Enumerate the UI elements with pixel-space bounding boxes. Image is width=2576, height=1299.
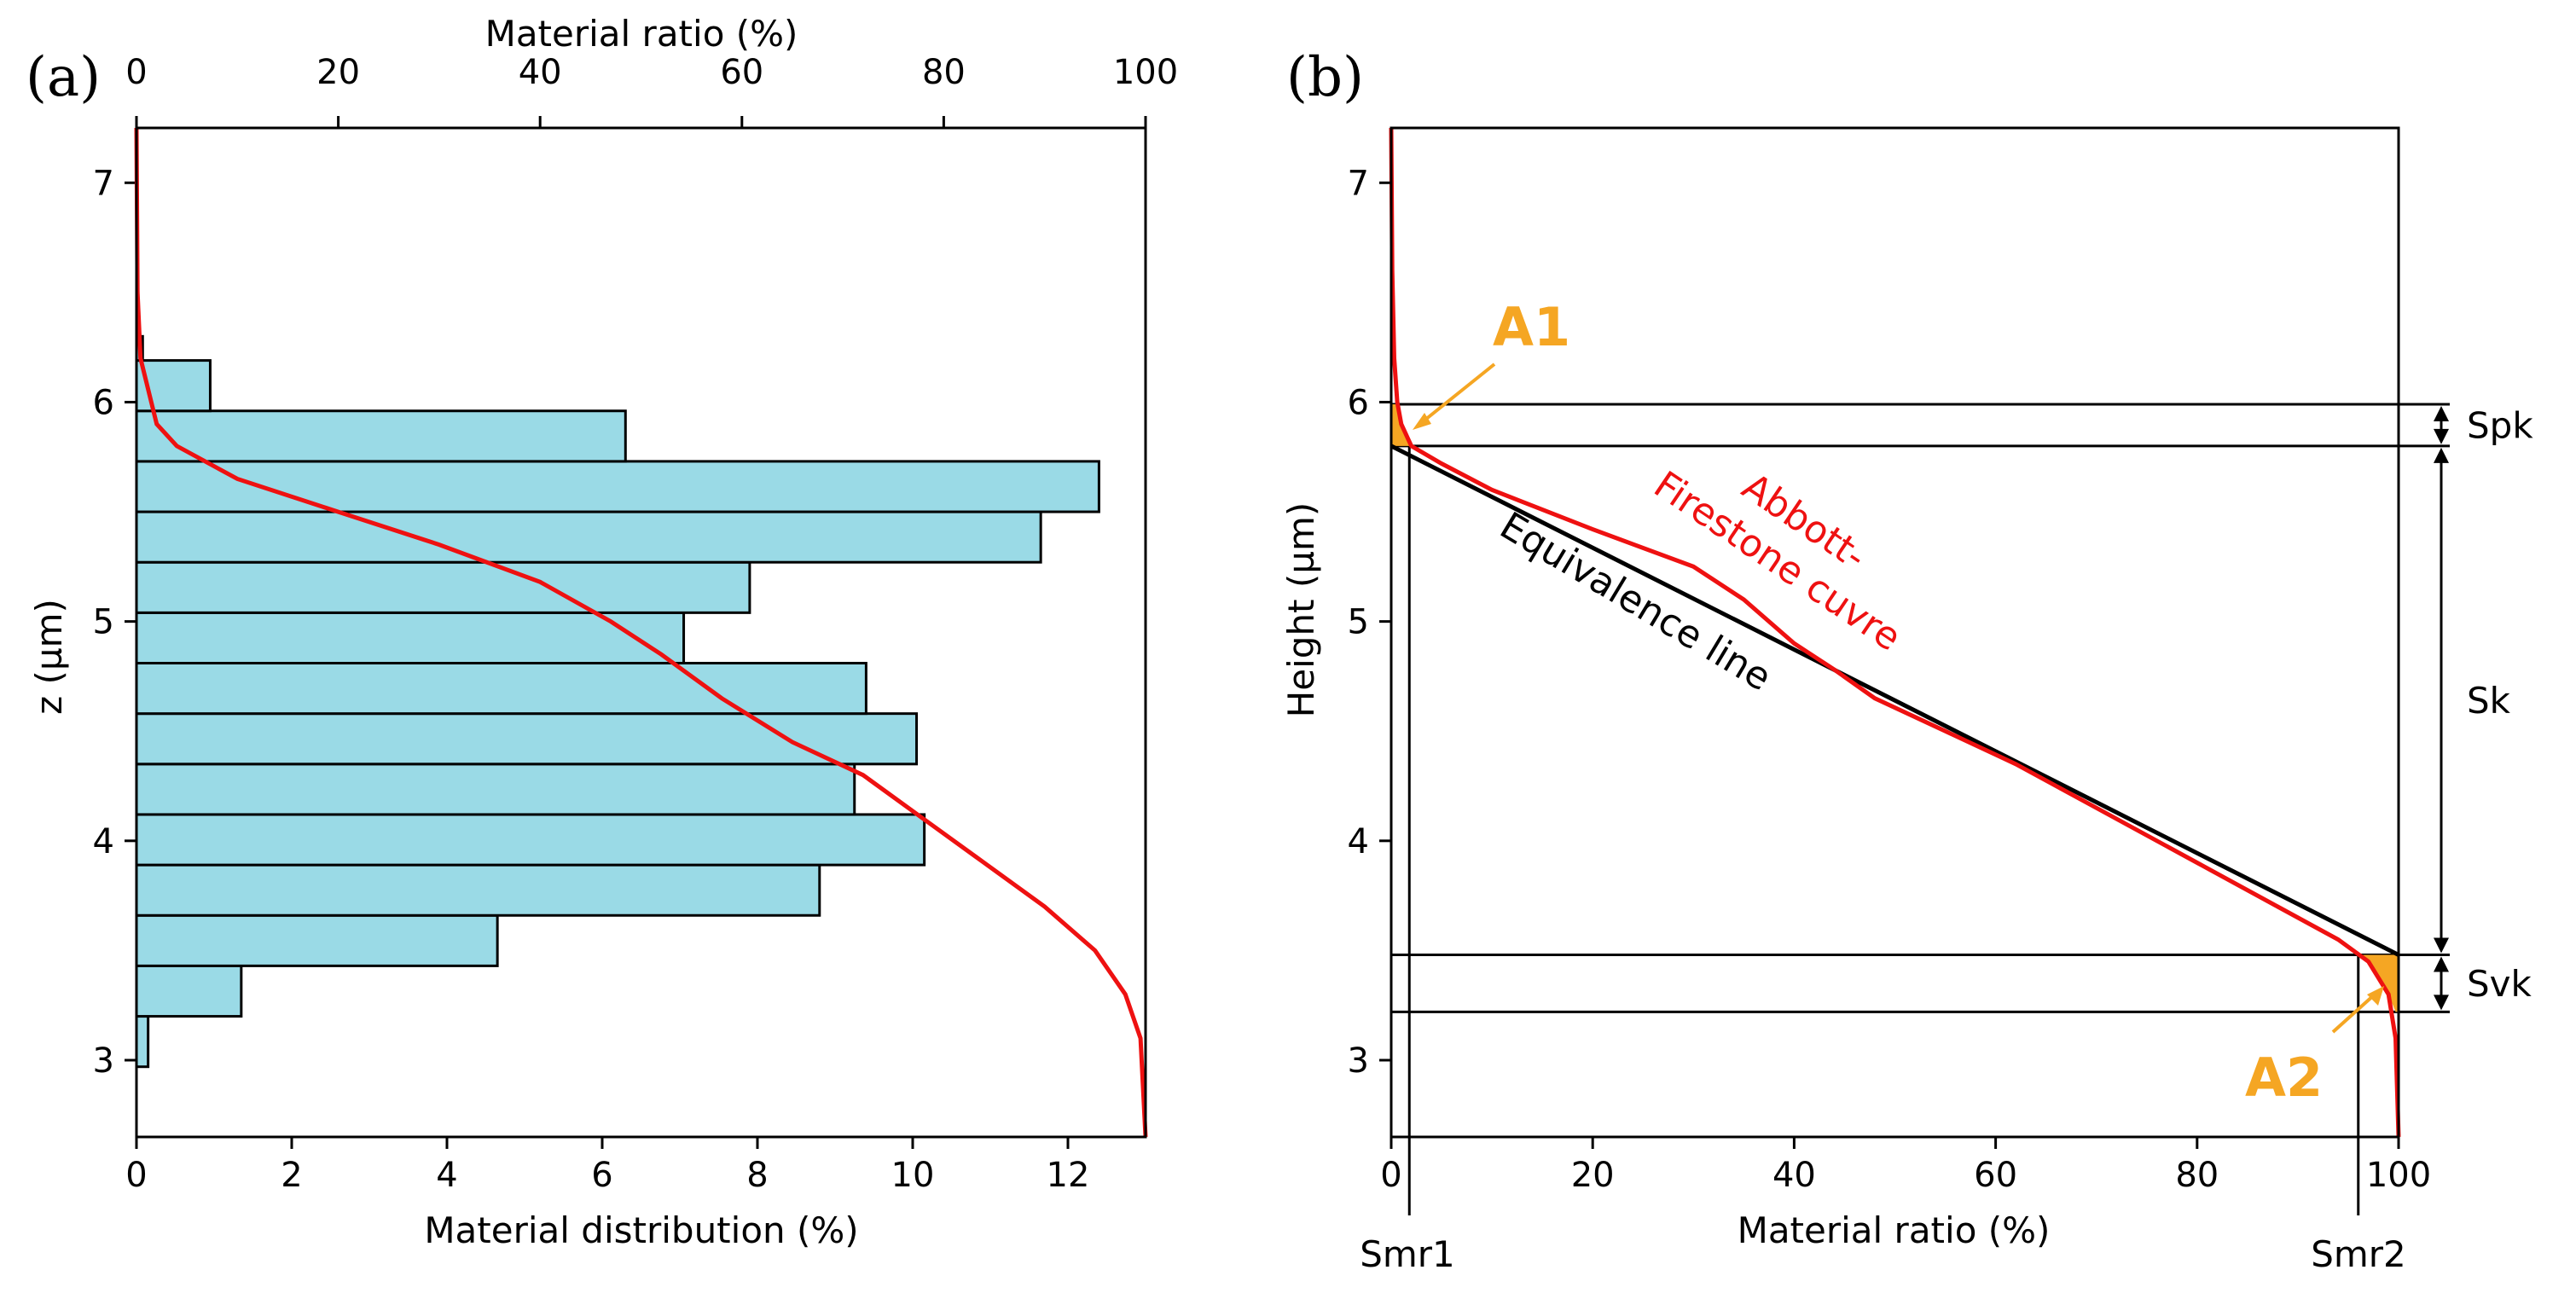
y-tick-label-3: 6 xyxy=(93,383,114,422)
x-tick-label-1: 2 xyxy=(281,1156,302,1195)
bar-7 xyxy=(135,662,867,716)
panel-b-xlabel: Material ratio (%) xyxy=(1738,1209,2051,1251)
smr2-label: Smr2 xyxy=(2311,1233,2406,1275)
x-tick-label-3: 6 xyxy=(591,1156,612,1195)
panel-a-ylabel: z (µm) xyxy=(28,599,70,715)
panel-a-material-ratio-curve xyxy=(134,127,1148,1138)
x-tick-label-1: 20 xyxy=(1571,1156,1615,1195)
x-tick-label-0: 0 xyxy=(1380,1156,1401,1195)
x-tick-label-0: 0 xyxy=(125,1156,147,1195)
panel-a-bars xyxy=(135,334,1100,1069)
y-tick-label-4: 7 xyxy=(1348,164,1369,203)
y-tick-label-0: 3 xyxy=(93,1041,114,1081)
panel-b-horizontal-lines xyxy=(1391,403,2450,1013)
panel-a-label: (a) xyxy=(26,46,101,109)
x-tick-label-2: 4 xyxy=(436,1156,457,1195)
y-tick-label-2: 5 xyxy=(1348,603,1369,642)
y-tick-label-3: 6 xyxy=(1348,383,1369,422)
top-tick-label-2: 40 xyxy=(519,53,562,92)
y-tick-label-1: 4 xyxy=(1348,822,1369,861)
top-tick-label-0: 0 xyxy=(125,53,147,92)
bar-9 xyxy=(135,560,751,614)
bar-12 xyxy=(135,409,627,463)
panel-b-dimensions: Spk Sk Svk xyxy=(2434,404,2533,1011)
sk-arrowhead-top xyxy=(2434,447,2449,463)
bar-4 xyxy=(135,813,926,867)
x-tick-label-4: 8 xyxy=(746,1156,768,1195)
spk-arrowhead-bottom xyxy=(2434,428,2449,444)
bar-8 xyxy=(135,611,686,665)
bar-6 xyxy=(135,712,919,766)
spk-label: Spk xyxy=(2467,404,2533,446)
area-a2-pointer xyxy=(2331,992,2377,1034)
bar-11 xyxy=(135,460,1100,513)
x-tick-label-3: 60 xyxy=(1974,1156,2017,1195)
panel-a-xlabel: Material distribution (%) xyxy=(424,1209,858,1251)
y-tick-label-2: 5 xyxy=(93,603,114,642)
panel-a: (a) 0 2 4 6 8 10 12 0 20 40 60 80 100 3 4 5 6 7 Material … xyxy=(26,13,1178,1251)
bar-5 xyxy=(135,763,856,816)
svk-arrowhead-bottom xyxy=(2434,995,2449,1011)
area-a2-label: A2 xyxy=(2245,1047,2323,1109)
area-a1-arrowhead xyxy=(1413,413,1431,430)
top-tick-label-1: 20 xyxy=(316,53,360,92)
area-a2-arrowhead xyxy=(2367,986,2384,1006)
x-tick-label-5: 10 xyxy=(891,1156,935,1195)
y-tick-label-0: 3 xyxy=(1348,1041,1369,1081)
bar-10 xyxy=(135,510,1042,564)
panel-a-ticks: 0 2 4 6 8 10 12 0 20 40 60 80 100 3 4 5 6 7 xyxy=(93,53,1179,1195)
x-tick-label-6: 12 xyxy=(1047,1156,1090,1195)
bar-0 xyxy=(135,1015,150,1069)
smr1-label: Smr1 xyxy=(1360,1233,1455,1275)
svk-arrowhead-top xyxy=(2434,956,2449,972)
panel-a-frame xyxy=(135,126,1147,1139)
y-tick-label-1: 4 xyxy=(93,822,114,861)
abbott-firestone-curve xyxy=(1389,127,2401,1138)
bar-1 xyxy=(135,964,243,1018)
y-tick-label-4: 7 xyxy=(93,164,114,203)
sk-arrowhead-bottom xyxy=(2434,937,2449,954)
panel-b-ticks: 0 20 40 60 80 100 3 4 5 6 7 xyxy=(1348,164,2432,1195)
x-tick-label-5: 100 xyxy=(2366,1156,2431,1195)
bar-3 xyxy=(135,863,821,917)
panel-b-vertical-lines xyxy=(1407,445,2360,1215)
top-tick-label-5: 100 xyxy=(1113,53,1178,92)
panel-b-ylabel: Height (µm) xyxy=(1280,502,1322,718)
bar-2 xyxy=(135,913,499,967)
x-tick-label-2: 40 xyxy=(1772,1156,1816,1195)
sk-label: Sk xyxy=(2467,680,2511,722)
area-a2-shape xyxy=(2361,954,2399,1012)
x-tick-label-4: 80 xyxy=(2175,1156,2219,1195)
panel-b-frame xyxy=(1390,126,2400,1139)
area-a1-label: A1 xyxy=(1493,296,1570,358)
top-tick-label-3: 60 xyxy=(720,53,763,92)
equivalence-line xyxy=(1390,444,2400,957)
top-tick-label-4: 80 xyxy=(922,53,966,92)
panel-b-label: (b) xyxy=(1286,46,1364,109)
spk-arrowhead-top xyxy=(2434,406,2449,422)
svk-label: Svk xyxy=(2467,963,2532,1005)
panel-a-top-xlabel: Material ratio (%) xyxy=(485,13,798,55)
area-a1-pointer xyxy=(1419,362,1496,425)
